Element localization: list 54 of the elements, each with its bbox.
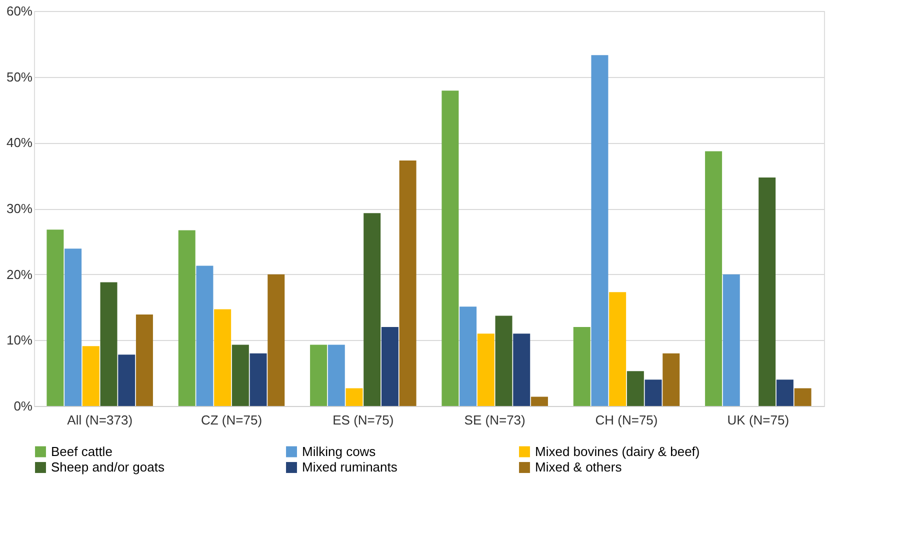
bar xyxy=(776,380,794,406)
x-tick-label: SE (N=73) xyxy=(464,412,526,428)
bar xyxy=(82,346,100,406)
bar xyxy=(794,388,812,406)
bar xyxy=(46,230,64,406)
legend-label: Milking cows xyxy=(302,444,376,459)
bar xyxy=(399,160,416,406)
bar xyxy=(758,178,776,406)
bar xyxy=(381,327,398,406)
bar xyxy=(609,292,626,406)
bar xyxy=(64,248,82,406)
bar xyxy=(100,282,118,406)
bar xyxy=(346,388,363,406)
bar xyxy=(442,90,459,406)
bar xyxy=(530,396,548,406)
x-tick-label: All (N=373) xyxy=(67,412,133,428)
legend-label: Mixed bovines (dairy & beef) xyxy=(535,444,700,459)
x-tick-label: ES (N=75) xyxy=(332,412,394,428)
y-tick-label: 40% xyxy=(6,135,33,150)
bar xyxy=(513,334,530,406)
bar xyxy=(477,334,494,406)
bar xyxy=(644,380,662,406)
x-tick-label: CH (N=75) xyxy=(595,412,658,428)
bar xyxy=(232,344,249,406)
y-tick-label: 0% xyxy=(14,398,33,414)
legend-label: Mixed ruminants xyxy=(302,460,398,474)
bar xyxy=(250,353,267,406)
bar xyxy=(722,274,740,406)
bar xyxy=(662,353,680,406)
bar xyxy=(495,316,512,406)
x-tick-label: UK (N=75) xyxy=(727,412,790,428)
bar xyxy=(118,354,136,406)
y-tick-label: 60% xyxy=(6,4,33,18)
bar xyxy=(214,309,232,406)
legend-label: Beef cattle xyxy=(51,444,112,459)
legend-label: Mixed & others xyxy=(535,460,622,474)
y-tick-label: 50% xyxy=(6,69,33,84)
bar xyxy=(705,151,722,406)
bar xyxy=(460,306,477,406)
legend-label: Sheep and/or goats xyxy=(51,460,165,474)
y-tick-label: 20% xyxy=(6,266,33,282)
bar xyxy=(310,344,328,406)
bar xyxy=(178,230,196,406)
bar xyxy=(573,327,590,406)
bar xyxy=(328,344,345,406)
bar xyxy=(591,55,608,406)
y-tick-label: 10% xyxy=(6,332,33,348)
x-tick-label: CZ (N=75) xyxy=(200,412,262,428)
bar xyxy=(364,213,381,406)
bar xyxy=(268,274,285,406)
y-tick-label: 30% xyxy=(6,201,33,216)
bar xyxy=(196,266,214,406)
bar xyxy=(136,314,153,406)
bar xyxy=(626,371,644,406)
